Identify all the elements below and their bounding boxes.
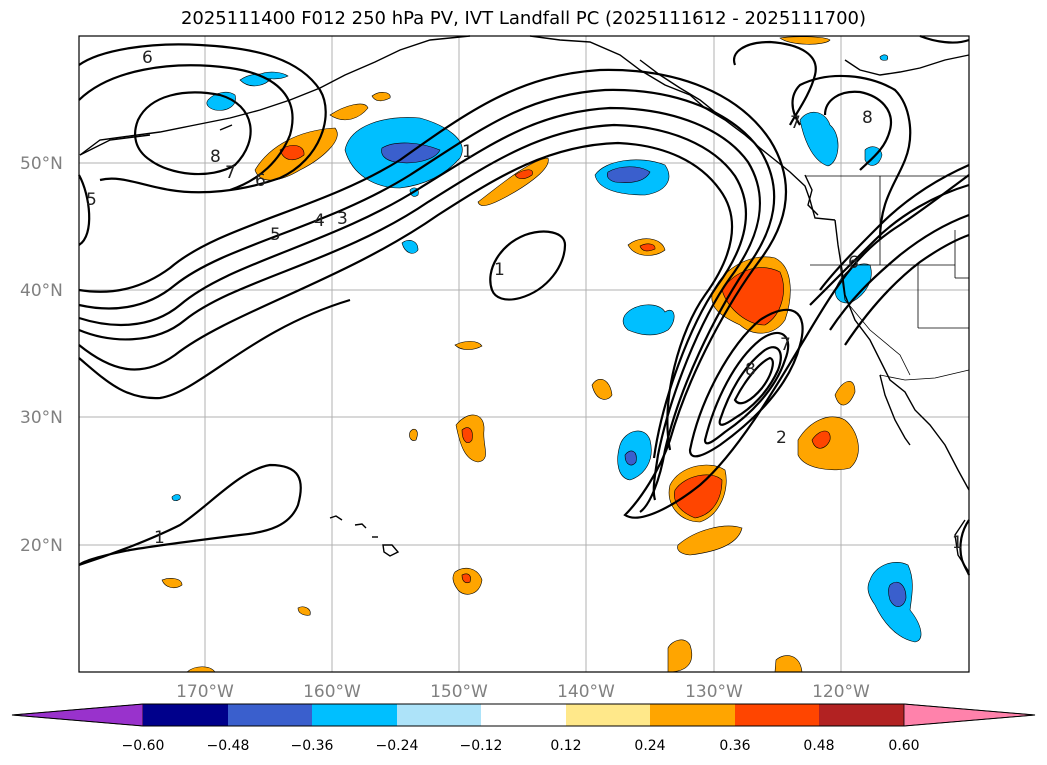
colorbar-extend-high bbox=[903, 703, 1036, 727]
lon-label: 150°W bbox=[430, 682, 488, 702]
contour-label: 3 bbox=[337, 209, 348, 229]
map-title: 2025111400 F012 250 hPa PV, IVT Landfall… bbox=[180, 8, 867, 29]
contour-label: 8 bbox=[745, 360, 756, 380]
contour-label: 4 bbox=[314, 211, 325, 231]
colorbar-tick: −0.36 bbox=[291, 738, 334, 754]
contour-label: 8 bbox=[210, 147, 221, 167]
contour-label: 1 bbox=[494, 260, 505, 280]
lat-label: 50°N bbox=[20, 154, 63, 174]
contour-label: 1 bbox=[462, 142, 473, 162]
colorbar-outline bbox=[11, 703, 1036, 727]
latitude-labels: 50°N 40°N 30°N 20°N bbox=[20, 154, 63, 556]
colorbar-tick: −0.48 bbox=[207, 738, 250, 754]
contour-label: 7 bbox=[225, 163, 236, 183]
borders bbox=[805, 175, 970, 381]
contour-label: 7 bbox=[780, 335, 791, 355]
contour-label: 6 bbox=[142, 48, 153, 68]
longitude-labels: 170°W 160°W 150°W 140°W 130°W 120°W bbox=[176, 682, 870, 702]
contour-labels: 6 8 7 6 5 5 4 3 1 1 8 7 2 1 8 7 6 1 bbox=[86, 48, 963, 553]
coastlines bbox=[79, 35, 970, 573]
colorbar-tick: −0.24 bbox=[376, 738, 419, 754]
map-background bbox=[79, 36, 969, 672]
colorbar-tick: 0.60 bbox=[888, 738, 919, 754]
lon-label: 170°W bbox=[176, 682, 234, 702]
colorbar-segment bbox=[735, 704, 819, 726]
colorbar-tick: −0.12 bbox=[460, 738, 503, 754]
colorbar-segment bbox=[228, 704, 312, 726]
lat-label: 30°N bbox=[20, 408, 63, 428]
colorbar-segment bbox=[312, 704, 397, 726]
contour-label: 5 bbox=[86, 190, 97, 210]
ivt-contours bbox=[78, 34, 971, 576]
lat-label: 20°N bbox=[20, 536, 63, 556]
contour-label: 2 bbox=[776, 428, 787, 448]
colorbar-segment bbox=[566, 704, 650, 726]
colorbar-tick: −0.60 bbox=[122, 738, 165, 754]
contour-label: 8 bbox=[862, 108, 873, 128]
gridlines bbox=[79, 36, 969, 672]
pv-anomaly-fields bbox=[161, 36, 922, 673]
lat-label: 40°N bbox=[20, 281, 63, 301]
lon-label: 160°W bbox=[303, 682, 361, 702]
lon-label: 140°W bbox=[557, 682, 615, 702]
colorbar-segment bbox=[650, 704, 735, 726]
colorbar-tick: 0.24 bbox=[634, 738, 665, 754]
colorbar-extend-low bbox=[11, 703, 144, 727]
colorbar-segment bbox=[481, 704, 566, 726]
lon-label: 120°W bbox=[812, 682, 870, 702]
contour-label: 1 bbox=[154, 528, 165, 548]
colorbar-segment bbox=[819, 704, 904, 726]
contour-label: 5 bbox=[270, 225, 281, 245]
contour-label: 6 bbox=[255, 171, 266, 191]
colorbar-tick: 0.12 bbox=[550, 738, 581, 754]
contour-label: 6 bbox=[848, 253, 859, 273]
contour-label: 7 bbox=[790, 113, 801, 133]
colorbar-segment bbox=[397, 704, 481, 726]
colorbar-segment bbox=[143, 704, 228, 726]
colorbar-tick: 0.48 bbox=[803, 738, 834, 754]
lon-label: 130°W bbox=[685, 682, 743, 702]
contour-label: 1 bbox=[952, 533, 963, 553]
colorbar: −0.60 −0.48 −0.36 −0.24 −0.12 0.12 0.24 … bbox=[11, 703, 1036, 754]
map-frame bbox=[78, 35, 970, 673]
colorbar-tick: 0.36 bbox=[719, 738, 750, 754]
